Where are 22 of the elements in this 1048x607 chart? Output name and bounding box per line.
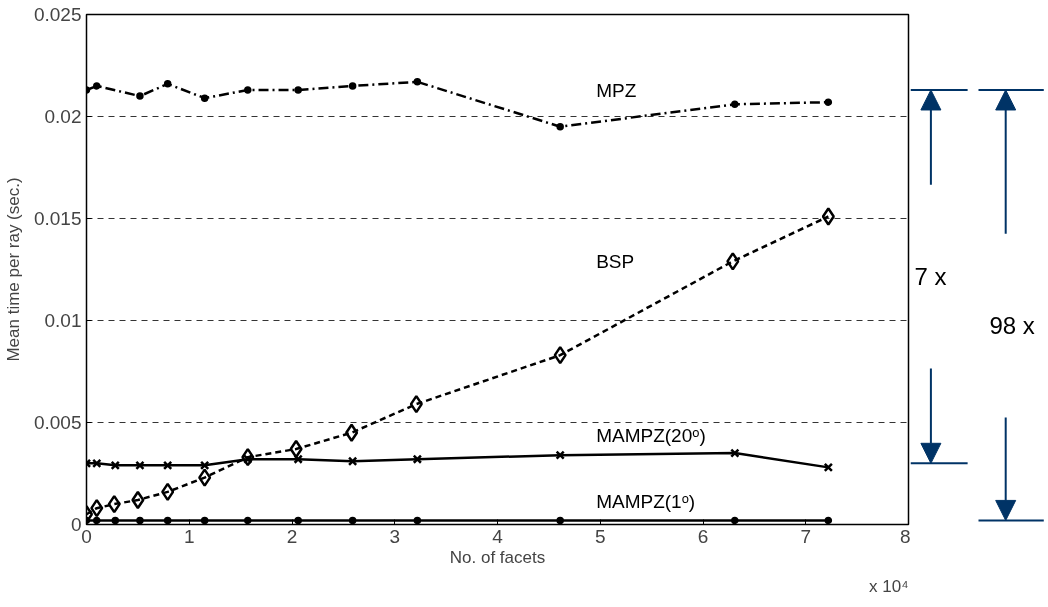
y-tick-label: 0.025 — [33, 4, 82, 25]
y-axis-title: Mean time per ray (sec.) — [3, 177, 23, 362]
x-tick-label: 6 — [697, 525, 709, 547]
y-tick-label: 0.015 — [33, 208, 82, 229]
x-tick-label: 1 — [183, 525, 195, 547]
x-tick-label: 2 — [286, 525, 298, 547]
text: 7 x — [914, 263, 947, 291]
x-tick-label: 7 — [800, 525, 812, 547]
x-tick-label: 3 — [389, 525, 401, 547]
x-axis-title: No. of facets — [449, 547, 546, 567]
series-label: MPZ — [596, 79, 637, 101]
series-label: MAMPZ(1ᵒ) — [596, 491, 696, 513]
y-tick-label: 0.02 — [44, 106, 82, 127]
x-tick-label: 8 — [899, 525, 911, 547]
x-tick-label: 4 — [492, 525, 504, 547]
series-label: BSP — [596, 250, 635, 272]
text: 98 x — [989, 312, 1035, 340]
y-tick-label: 0.01 — [44, 310, 82, 331]
text: x 10⁴ — [869, 576, 909, 596]
series-label: MAMPZ(20ᵒ) — [596, 424, 706, 446]
x-tick-label: 5 — [594, 525, 606, 547]
y-tick-label: 0.005 — [33, 412, 82, 433]
